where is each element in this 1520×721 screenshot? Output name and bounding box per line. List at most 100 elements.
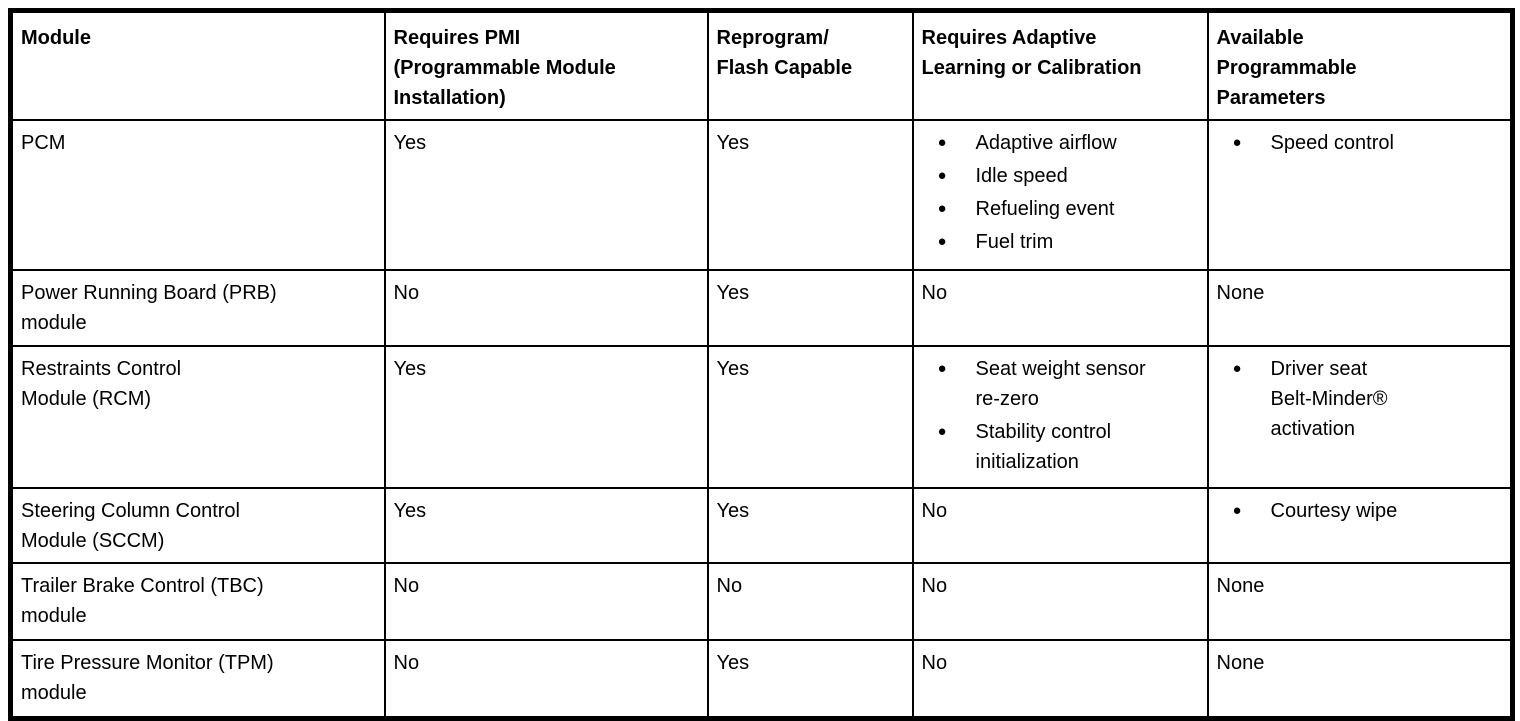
cell-text: PCM bbox=[21, 132, 66, 154]
bullet-label: Adaptive airflow bbox=[975, 132, 1117, 154]
table-body: PCM Yes Yes ● Adaptive airflow ● Idle speed ● Re… bbox=[9, 119, 1514, 719]
bullet-icon: ● bbox=[937, 167, 947, 184]
cell-text: Yes bbox=[393, 132, 427, 154]
bullet-icon: ● bbox=[1232, 360, 1242, 377]
cell-text: Yes bbox=[393, 358, 427, 380]
table-row: Tire Pressure Monitor (TPM) module No Yes N… bbox=[9, 639, 1514, 719]
cell-requires_pmi: Yes bbox=[383, 487, 709, 564]
cell-adaptive_learning: ● Seat weight sensor re-zero ● Stability co… bbox=[911, 345, 1209, 489]
bullet-label: Refueling event bbox=[975, 198, 1115, 220]
table-row: Restraints Control Module (RCM) Yes Yes ● Se… bbox=[9, 345, 1514, 489]
bullet-label: Courtesy wipe bbox=[1270, 500, 1398, 522]
cell-reprogram_flash: Yes bbox=[706, 119, 914, 271]
bullet-label: Stability control initialization bbox=[975, 421, 1112, 473]
cell-text: Restraints Control Module (RCM) bbox=[21, 358, 182, 410]
cell-text: No bbox=[393, 575, 420, 597]
cell-reprogram_flash: No bbox=[706, 562, 914, 641]
cell-text: No bbox=[393, 652, 420, 674]
table-row: Steering Column Control Module (SCCM) Yes… bbox=[9, 487, 1514, 564]
table-header: Module Requires PMI (Programmable Module … bbox=[9, 9, 1514, 121]
cell-text: Yes bbox=[716, 652, 750, 674]
cell-text: No bbox=[921, 282, 948, 304]
bullet-item: ● Idle speed bbox=[938, 161, 1199, 191]
cell-module: Power Running Board (PRB) module bbox=[9, 269, 386, 347]
cell-reprogram_flash: Yes bbox=[706, 269, 914, 347]
cell-text: Yes bbox=[716, 358, 750, 380]
bullet-label: Seat weight sensor re-zero bbox=[975, 358, 1146, 410]
cell-module: Restraints Control Module (RCM) bbox=[9, 345, 386, 489]
cell-text: Yes bbox=[393, 500, 427, 522]
cell-text: None bbox=[1216, 575, 1265, 597]
cell-text: No bbox=[921, 575, 948, 597]
cell-programmable_parameters: None bbox=[1206, 562, 1514, 641]
cell-requires_pmi: No bbox=[383, 639, 709, 719]
cell-reprogram_flash: Yes bbox=[706, 345, 914, 489]
header-row: Module Requires PMI (Programmable Module … bbox=[9, 9, 1514, 121]
table-row: Trailer Brake Control (TBC) module No No No… bbox=[9, 562, 1514, 641]
cell-adaptive_learning: No bbox=[911, 487, 1209, 564]
column-header-adaptive_learning: Requires Adaptive Learning or Calibratio… bbox=[911, 9, 1209, 121]
bullet-label: Fuel trim bbox=[975, 231, 1054, 253]
column-header-requires_pmi: Requires PMI (Programmable Module Instal… bbox=[383, 9, 709, 121]
cell-text: No bbox=[393, 282, 420, 304]
cell-reprogram_flash: Yes bbox=[706, 639, 914, 719]
bullet-item: ● Adaptive airflow bbox=[938, 128, 1199, 158]
bullet-list: ● Courtesy wipe bbox=[1217, 496, 1503, 526]
bullet-list: ● Driver seat Belt-Minder® activation bbox=[1217, 354, 1503, 444]
bullet-icon: ● bbox=[1232, 502, 1242, 519]
bullet-item: ● Seat weight sensor re-zero bbox=[938, 354, 1199, 414]
column-header-reprogram_flash: Reprogram/ Flash Capable bbox=[706, 9, 914, 121]
cell-module: Steering Column Control Module (SCCM) bbox=[9, 487, 386, 564]
cell-text: Steering Column Control Module (SCCM) bbox=[21, 500, 240, 552]
cell-programmable_parameters: ● Courtesy wipe bbox=[1206, 487, 1514, 564]
cell-text: Trailer Brake Control (TBC) module bbox=[21, 575, 264, 627]
bullet-list: ● Adaptive airflow ● Idle speed ● Refueling e… bbox=[922, 128, 1199, 257]
cell-adaptive_learning: ● Adaptive airflow ● Idle speed ● Refueling e… bbox=[911, 119, 1209, 271]
cell-requires_pmi: Yes bbox=[383, 119, 709, 271]
bullet-list: ● Speed control bbox=[1217, 128, 1503, 158]
cell-requires_pmi: Yes bbox=[383, 345, 709, 489]
cell-text: No bbox=[716, 575, 743, 597]
cell-text: No bbox=[921, 652, 948, 674]
cell-module: Tire Pressure Monitor (TPM) module bbox=[9, 639, 386, 719]
cell-text: Yes bbox=[716, 132, 750, 154]
table-row: PCM Yes Yes ● Adaptive airflow ● Idle speed ● Re… bbox=[9, 119, 1514, 271]
cell-programmable_parameters: None bbox=[1206, 639, 1514, 719]
bullet-icon: ● bbox=[937, 360, 947, 377]
bullet-list: ● Seat weight sensor re-zero ● Stability co… bbox=[922, 354, 1199, 477]
bullet-item: ● Fuel trim bbox=[938, 227, 1199, 257]
bullet-item: ● Refueling event bbox=[938, 194, 1199, 224]
cell-text: None bbox=[1216, 282, 1265, 304]
cell-text: Yes bbox=[716, 500, 750, 522]
bullet-icon: ● bbox=[937, 134, 947, 151]
cell-text: Yes bbox=[716, 282, 750, 304]
cell-adaptive_learning: No bbox=[911, 269, 1209, 347]
bullet-icon: ● bbox=[937, 200, 947, 217]
cell-text: None bbox=[1216, 652, 1265, 674]
bullet-label: Driver seat Belt-Minder® activation bbox=[1270, 358, 1388, 440]
bullet-label: Speed control bbox=[1270, 132, 1394, 154]
cell-programmable_parameters: None bbox=[1206, 269, 1514, 347]
table-row: Power Running Board (PRB) module No Yes No N… bbox=[9, 269, 1514, 347]
bullet-label: Idle speed bbox=[975, 165, 1068, 187]
column-header-module: Module bbox=[9, 9, 386, 121]
bullet-item: ● Courtesy wipe bbox=[1233, 496, 1503, 526]
cell-programmable_parameters: ● Speed control bbox=[1206, 119, 1514, 271]
module-programming-table: Module Requires PMI (Programmable Module … bbox=[8, 8, 1515, 721]
cell-adaptive_learning: No bbox=[911, 639, 1209, 719]
cell-programmable_parameters: ● Driver seat Belt-Minder® activation bbox=[1206, 345, 1514, 489]
cell-requires_pmi: No bbox=[383, 562, 709, 641]
bullet-icon: ● bbox=[937, 233, 947, 250]
bullet-item: ● Driver seat Belt-Minder® activation bbox=[1233, 354, 1503, 444]
cell-text: No bbox=[921, 500, 948, 522]
bullet-icon: ● bbox=[937, 423, 947, 440]
bullet-icon: ● bbox=[1232, 134, 1242, 151]
column-header-programmable_parameters: Available Programmable Parameters bbox=[1206, 9, 1514, 121]
cell-module: PCM bbox=[9, 119, 386, 271]
cell-text: Tire Pressure Monitor (TPM) module bbox=[21, 652, 274, 704]
cell-adaptive_learning: No bbox=[911, 562, 1209, 641]
cell-requires_pmi: No bbox=[383, 269, 709, 347]
bullet-item: ● Stability control initialization bbox=[938, 417, 1199, 477]
cell-reprogram_flash: Yes bbox=[706, 487, 914, 564]
